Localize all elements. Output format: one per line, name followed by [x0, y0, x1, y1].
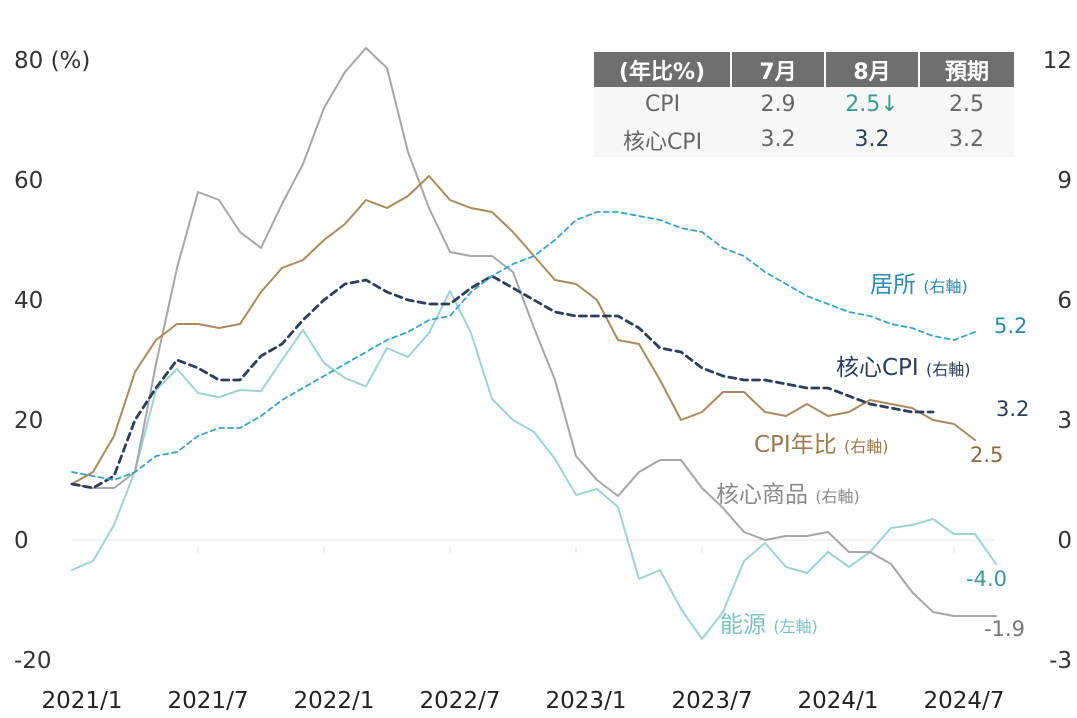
- series-line: [71, 290, 997, 640]
- right-tick-label: 6: [1057, 288, 1072, 314]
- cell-aug: 3.2: [825, 122, 919, 157]
- left-tick-label: 40: [14, 288, 43, 314]
- series-labels: 能源 (左軸) -4.0 核心商品 (右軸) -1.9 CPI年比 (右軸) 2.5 核心C…: [716, 272, 1029, 641]
- series-axis-note: (右軸): [815, 487, 860, 506]
- series-label: 能源 (左軸): [720, 612, 818, 638]
- series-name: 核心CPI: [836, 355, 926, 381]
- right-axis: 12 9 6 3 0 -3: [1043, 48, 1072, 674]
- series-line: [71, 211, 976, 481]
- x-tick-label: 2024/1: [798, 688, 879, 714]
- series-label: CPI年比 (右軸): [754, 432, 889, 458]
- cell-jul: 3.2: [731, 122, 825, 157]
- right-tick-label: 3: [1057, 408, 1072, 434]
- cell-aug: 2.5↓: [825, 87, 919, 122]
- series-name: CPI年比: [754, 432, 844, 458]
- left-tick-label: 0: [14, 528, 29, 554]
- series-line: [71, 47, 997, 617]
- series-label: 核心CPI (右軸): [836, 355, 971, 381]
- cpi-summary-table: (年比%) 7月 8月 預期 CPI 2.9 2.5↓ 2.5 核心CPI 3.…: [594, 52, 1014, 157]
- cell-expected: 2.5: [919, 87, 1014, 122]
- series-end-label: -1.9: [984, 617, 1025, 641]
- left-tick-label: 20: [14, 408, 43, 434]
- series-axis-note: (右軸): [926, 360, 971, 379]
- series-end-label: -4.0: [966, 567, 1007, 591]
- cell-expected: 3.2: [919, 122, 1014, 157]
- series-axis-note: (右軸): [844, 437, 889, 456]
- x-tick-label: 2021/1: [42, 688, 123, 714]
- series-lines: [70, 47, 997, 640]
- table-row: CPI 2.9 2.5↓ 2.5: [594, 87, 1014, 122]
- series-end-label: 5.2: [994, 314, 1027, 338]
- x-tick-label: 2022/1: [294, 688, 375, 714]
- table-row: 核心CPI 3.2 3.2 3.2: [594, 122, 1014, 157]
- table-header: 7月: [731, 52, 826, 87]
- x-tick-label: 2023/7: [672, 688, 753, 714]
- right-tick-label: -3: [1049, 648, 1072, 674]
- series-name: 能源: [720, 612, 773, 638]
- right-tick-label: 12: [1043, 48, 1072, 74]
- cell-jul: 2.9: [731, 87, 825, 122]
- x-tick-label: 2022/7: [420, 688, 501, 714]
- left-tick-label: 60: [14, 168, 43, 194]
- table-header: 預期: [919, 52, 1014, 87]
- right-tick-label: 0: [1057, 528, 1072, 554]
- series-label: 居所 (右軸): [870, 272, 968, 298]
- series-line: [70, 274, 935, 490]
- series-label: 核心商品 (右軸): [716, 482, 860, 508]
- table-header: 8月: [825, 52, 920, 87]
- x-tick-label: 2023/1: [546, 688, 627, 714]
- series-name: 核心商品: [716, 482, 815, 508]
- series-axis-note: (左軸): [773, 617, 818, 636]
- x-tick-label: 2021/7: [168, 688, 249, 714]
- series-end-label: 2.5: [970, 443, 1003, 467]
- table-header-row: (年比%) 7月 8月 預期: [594, 52, 1014, 87]
- series-line: [71, 175, 976, 485]
- left-tick-label: 80 (%): [14, 48, 90, 74]
- x-tick-label: 2024/7: [924, 688, 1005, 714]
- series-end-label: 3.2: [996, 397, 1029, 421]
- right-tick-label: 9: [1057, 168, 1072, 194]
- series-name: 居所: [870, 272, 923, 298]
- table-header: (年比%): [594, 52, 732, 87]
- left-axis: 80 (%) 60 40 20 0 -20: [14, 48, 90, 674]
- series-axis-note: (右軸): [923, 277, 968, 296]
- x-axis: 2021/1 2021/7 2022/1 2022/7 2023/1 2023/7 2024…: [42, 547, 1005, 714]
- left-tick-label: -20: [14, 648, 52, 674]
- row-label: CPI: [594, 87, 731, 122]
- row-label: 核心CPI: [594, 122, 731, 157]
